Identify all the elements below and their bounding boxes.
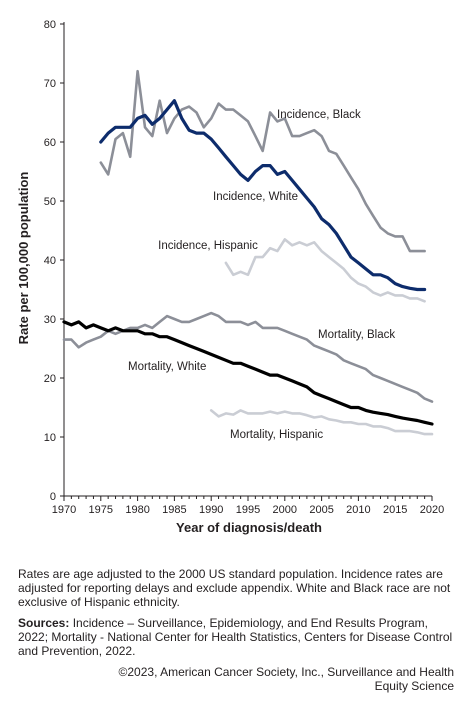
- y-tick-label: 80: [44, 19, 56, 31]
- x-tick-label: 1975: [89, 504, 113, 516]
- x-tick-label: 1995: [236, 504, 260, 516]
- x-tick-label: 2010: [346, 504, 370, 516]
- series-label: Mortality, Hispanic: [230, 429, 323, 441]
- x-axis-title: Year of diagnosis/death: [176, 520, 322, 535]
- y-tick-label: 40: [44, 255, 56, 267]
- y-tick-label: 10: [44, 432, 56, 444]
- x-tick-label: 2000: [273, 504, 297, 516]
- x-tick-label: 1970: [52, 504, 76, 516]
- y-tick-label: 50: [44, 196, 56, 208]
- y-tick-label: 60: [44, 137, 56, 149]
- x-tick-label: 2020: [420, 504, 444, 516]
- series-lines: [62, 69, 434, 436]
- series-line-mortality-hispanic: [209, 409, 434, 436]
- series-labels: Incidence, Black Incidence, White Incidenc…: [128, 109, 395, 441]
- axes: 0 10 20 30 40 50 60 70 80 1970 1975 1980 1985 1990 199…: [44, 19, 444, 516]
- x-tick-label: 2015: [383, 504, 407, 516]
- sources-label: Sources:: [18, 616, 70, 630]
- series-line-incidence-black: [99, 69, 426, 253]
- x-tick-label: 1980: [125, 504, 149, 516]
- sources-text: Incidence – Surveillance, Epidemiology, …: [18, 616, 453, 658]
- series-line-mortality-black: [62, 311, 434, 403]
- x-tick-label: 1990: [199, 504, 223, 516]
- chart-sources: Sources: Incidence – Surveillance, Epide…: [18, 616, 458, 658]
- series-line-mortality-white: [62, 320, 434, 426]
- series-label: Mortality, White: [128, 361, 206, 373]
- series-label: Mortality, Black: [318, 329, 395, 341]
- y-tick-label: 20: [44, 373, 56, 385]
- series-label: Incidence, Hispanic: [158, 240, 258, 252]
- chart-note: Rates are age adjusted to the 2000 US st…: [18, 567, 451, 609]
- y-tick-label: 0: [50, 491, 56, 503]
- y-axis-title: Rate per 100,000 population: [16, 172, 31, 345]
- copyright-notice: ©2023, American Cancer Society, Inc., Su…: [118, 665, 454, 693]
- series-label: Incidence, White: [213, 191, 298, 203]
- y-tick-label: 70: [44, 78, 56, 90]
- line-chart: 0 10 20 30 40 50 60 70 80 1970 1975 1980 1985 1990 199…: [16, 19, 444, 535]
- series-line-incidence-white: [99, 99, 427, 292]
- x-tick-label: 1985: [162, 504, 186, 516]
- x-tick-label: 2005: [309, 504, 333, 516]
- y-tick-label: 30: [44, 314, 56, 326]
- series-label: Incidence, Black: [277, 109, 361, 121]
- series-line-incidence-hispanic: [224, 238, 426, 303]
